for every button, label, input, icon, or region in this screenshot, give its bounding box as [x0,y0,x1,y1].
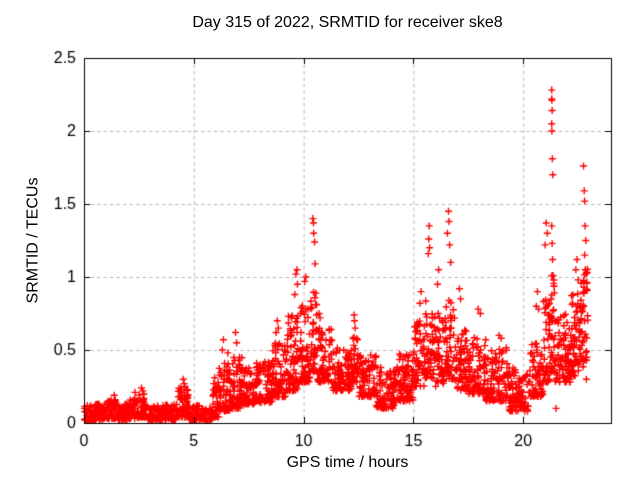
y-axis-label: SRMTID / TECUs [24,177,42,304]
x-axis-label: GPS time / hours [286,454,409,471]
chart-title: Day 315 of 2022, SRMTID for receiver ske… [192,14,503,31]
